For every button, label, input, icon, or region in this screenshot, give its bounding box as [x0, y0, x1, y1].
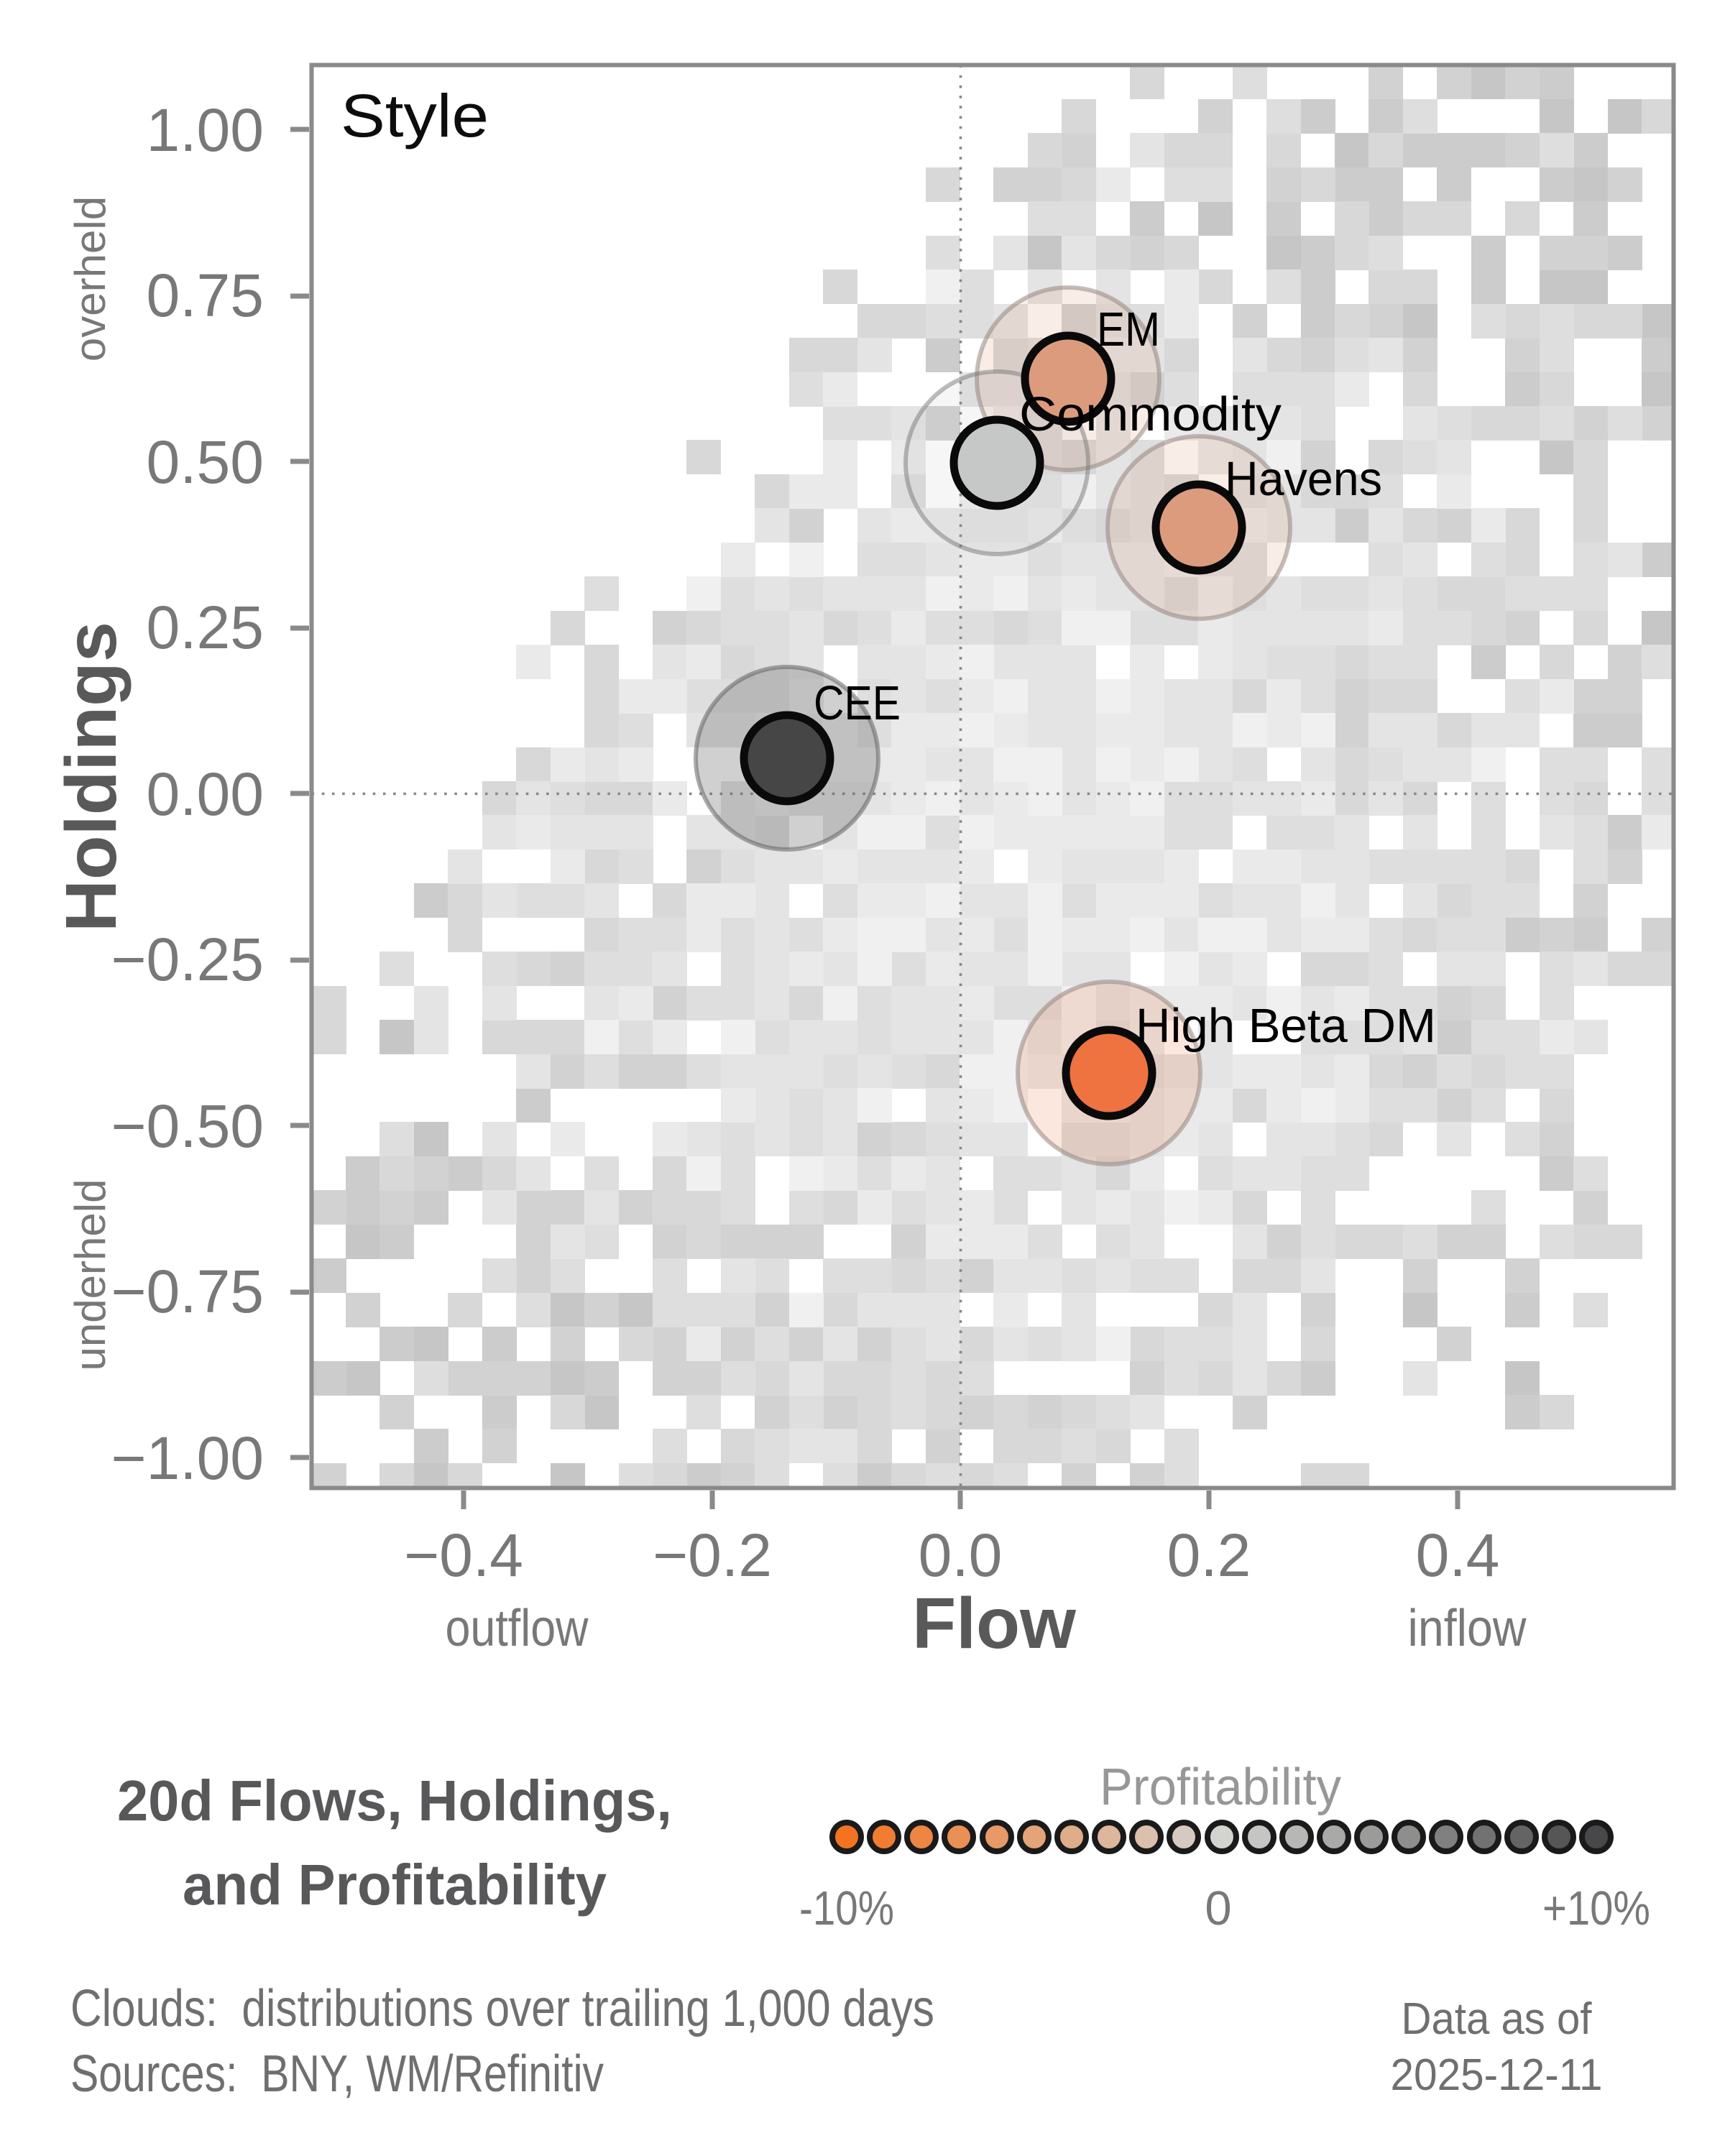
svg-text:0.50: 0.50 [147, 428, 264, 496]
svg-text:−0.75: −0.75 [111, 1258, 264, 1325]
svg-text:−0.4: −0.4 [404, 1521, 523, 1589]
svg-text:0.75: 0.75 [147, 262, 264, 329]
svg-text:−1.00: −1.00 [111, 1424, 264, 1492]
svg-text:Style: Style [341, 82, 489, 149]
svg-text:underheld: underheld [66, 1179, 114, 1371]
svg-text:Profitability: Profitability [1100, 1759, 1341, 1816]
svg-text:EM: EM [1097, 303, 1160, 356]
svg-text:-10%: -10% [799, 1881, 894, 1935]
svg-text:+10%: +10% [1542, 1881, 1650, 1935]
svg-text:High Beta DM: High Beta DM [1136, 999, 1436, 1053]
svg-text:Havens: Havens [1225, 452, 1382, 506]
svg-text:0.4: 0.4 [1416, 1521, 1500, 1589]
svg-text:overheld: overheld [66, 196, 114, 361]
svg-text:Holdings: Holdings [51, 622, 132, 932]
svg-text:2025-12-11: 2025-12-11 [1391, 2050, 1603, 2100]
svg-text:Data as of: Data as of [1402, 1994, 1593, 2044]
svg-text:outflow: outflow [446, 1600, 589, 1657]
svg-text:inflow: inflow [1408, 1600, 1527, 1657]
svg-text:1.00: 1.00 [147, 96, 264, 164]
svg-text:−0.50: −0.50 [111, 1092, 264, 1160]
svg-text:0.25: 0.25 [147, 594, 264, 661]
svg-text:−0.2: −0.2 [653, 1521, 772, 1589]
svg-text:Commodity: Commodity [1019, 387, 1282, 441]
svg-text:Flow: Flow [912, 1583, 1076, 1664]
svg-text:0.0: 0.0 [919, 1521, 1003, 1589]
svg-text:20d Flows, Holdings,: 20d Flows, Holdings, [117, 1769, 672, 1833]
svg-text:0.2: 0.2 [1167, 1521, 1251, 1589]
svg-text:0.00: 0.00 [147, 760, 264, 828]
svg-text:Clouds: distributions over tr: Clouds: distributions over trailing 1,00… [70, 1980, 934, 2037]
svg-text:0: 0 [1205, 1881, 1231, 1935]
svg-text:Sources: BNY, WM/Refinitiv: Sources: BNY, WM/Refinitiv [70, 2045, 604, 2103]
svg-text:−0.25: −0.25 [111, 926, 264, 993]
svg-text:and Profitability: and Profitability [183, 1853, 607, 1917]
svg-text:CEE: CEE [814, 676, 901, 730]
